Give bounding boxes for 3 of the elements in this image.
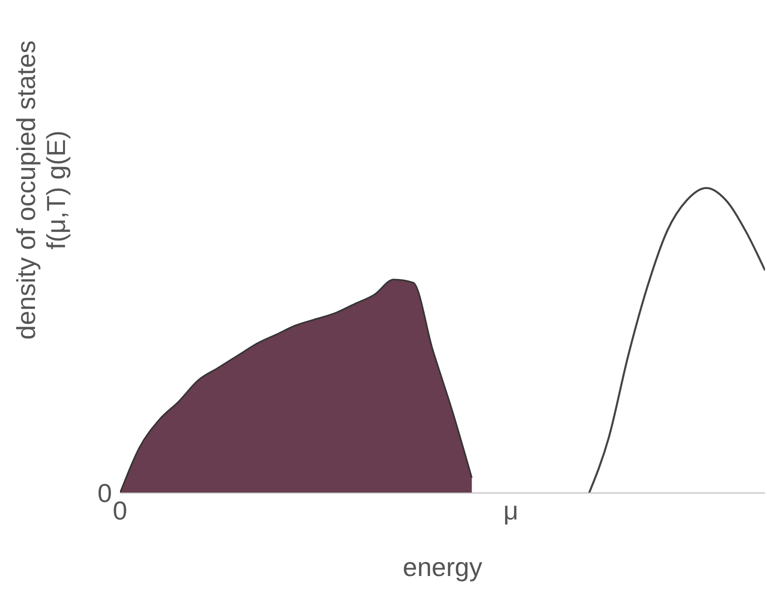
x-tick-label: μ <box>503 495 518 526</box>
y-axis-title: density of occupied states f(μ,T) g(E) <box>11 40 71 340</box>
x-axis-title: energy <box>402 552 482 582</box>
